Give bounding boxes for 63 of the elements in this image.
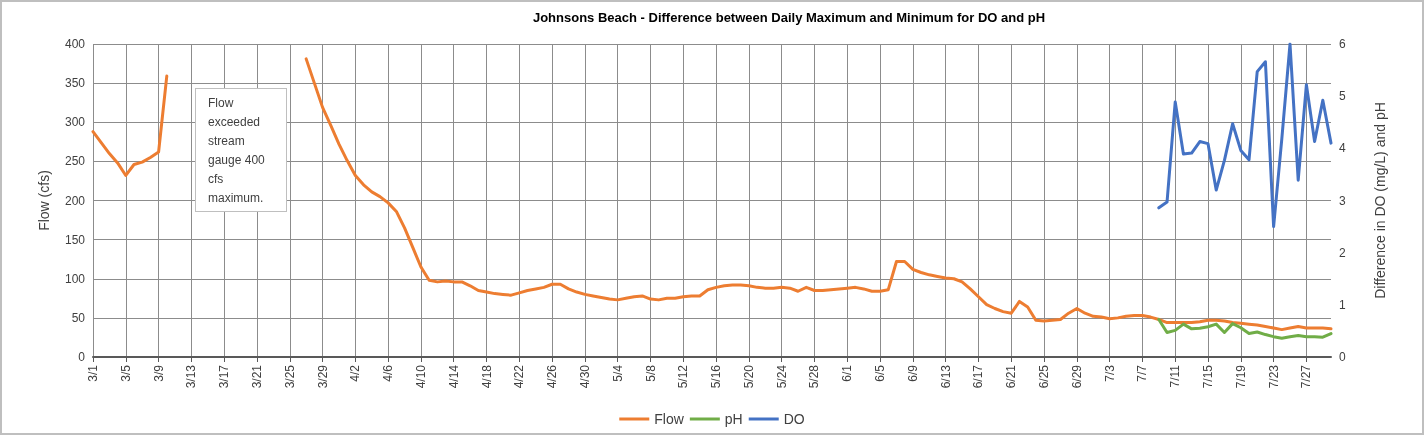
x-tick-label: 6/13 (938, 364, 953, 389)
annotation: Flow exceeded stream gauge 400 cfs maximum. (208, 95, 269, 205)
x-tick-label: 5/4 (610, 364, 625, 382)
x-tick-label: 7/19 (1233, 364, 1248, 389)
x-tick-label: 5/28 (807, 364, 822, 389)
legend-label: pH (724, 411, 743, 427)
x-tick-label: 4/14 (446, 364, 461, 389)
y2-tick-label: 6 (1339, 37, 1346, 51)
line-series (1157, 42, 1333, 229)
y-tick-label: 150 (64, 232, 86, 247)
x-tick-label: 4/2 (348, 364, 363, 382)
x-tick-label: 3/5 (118, 364, 133, 382)
x-tick-label: 3/29 (315, 364, 330, 389)
x-tick-label: 6/25 (1037, 364, 1052, 389)
x-tick-label: 4/10 (413, 364, 428, 389)
x-tick-label: 6/5 (873, 364, 888, 382)
y-tick-label: 200 (64, 193, 86, 208)
y2-tick-label: 1 (1339, 297, 1346, 312)
y-tick-label: 350 (64, 76, 86, 91)
chart-title: Johnsons Beach - Difference between Daily Maximum and Minimum for DO and pH (532, 10, 1046, 25)
y2-tick-label: 3 (1339, 193, 1346, 208)
x-tick-label: 3/1 (86, 364, 100, 382)
line-series (1157, 317, 1333, 340)
x-tick-label: 7/23 (1266, 364, 1281, 389)
y-tick-label: 50 (71, 310, 86, 325)
x-tick-label: 4/18 (479, 364, 494, 389)
x-tick-label: 6/9 (905, 364, 920, 382)
x-tick-label: 5/24 (774, 364, 789, 389)
x-tick-label: 4/30 (577, 364, 592, 389)
y2-tick-label: 4 (1339, 141, 1346, 156)
x-tick-label: 3/21 (249, 364, 264, 389)
x-tick-label: 5/12 (676, 364, 691, 389)
y2-tick-label: 5 (1339, 89, 1346, 104)
y2-tick-label: 0 (1339, 350, 1346, 364)
x-tick-label: 6/17 (971, 364, 986, 389)
x-tick-label: 3/13 (184, 364, 199, 389)
y2-tick-label: 2 (1339, 245, 1346, 260)
x-tick-label: 5/8 (643, 364, 658, 382)
x-tick-label: 3/17 (217, 364, 232, 389)
x-tick-label: 3/9 (151, 364, 166, 382)
y2-axis-title: Difference in DO (mg/L) and pH (1372, 102, 1388, 299)
x-tick-label: 7/3 (1102, 364, 1117, 382)
x-tick-label: 4/22 (512, 364, 527, 389)
x-tick-label: 3/25 (282, 364, 297, 389)
y-tick-label: 300 (64, 115, 86, 130)
y-tick-label: 100 (64, 271, 86, 286)
x-tick-label: 7/15 (1201, 364, 1216, 389)
x-tick-label: 4/26 (545, 364, 560, 389)
x-tick-label: 6/1 (840, 364, 855, 382)
y-axis-title: Flow (cfs) (36, 170, 52, 231)
x-tick-label: 5/20 (741, 364, 756, 389)
x-tick-label: 7/11 (1168, 364, 1183, 388)
y-tick-label: 250 (64, 154, 86, 169)
legend-label: Flow (654, 411, 685, 427)
y-tick-label: 400 (64, 37, 86, 51)
legend-label: DO (783, 411, 805, 427)
x-tick-label: 7/7 (1135, 364, 1150, 382)
x-tick-label: 4/6 (381, 364, 396, 382)
x-tick-label: 7/27 (1299, 364, 1314, 389)
x-tick-label: 6/29 (1069, 364, 1084, 389)
x-tick-label: 6/21 (1004, 364, 1019, 389)
x-tick-label: 5/16 (709, 364, 724, 389)
y-tick-label: 0 (78, 350, 86, 364)
